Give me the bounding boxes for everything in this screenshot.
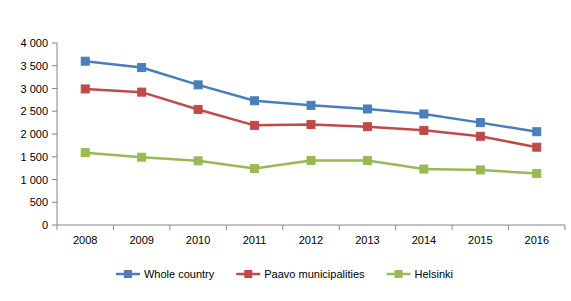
y-tick-label: 4 000 (20, 37, 48, 49)
marker (81, 85, 89, 93)
y-tick-label: 500 (30, 196, 48, 208)
marker (476, 166, 484, 174)
chart: 0 500 1 000 1 500 2 000 2 500 3 000 3 500 4 000 2… (0, 0, 571, 301)
marker (533, 170, 541, 178)
y-tick-label: 3 000 (20, 83, 48, 95)
x-tick-label: 2008 (73, 234, 97, 246)
chart-container: 0 500 1 000 1 500 2 000 2 500 3 000 3 500 4 000 2… (0, 0, 571, 301)
x-tick (395, 225, 396, 230)
series-line (85, 153, 537, 174)
marker (138, 88, 146, 96)
marker (194, 157, 202, 165)
x-tick-label: 2009 (129, 234, 153, 246)
x-tick-label: 2015 (468, 234, 492, 246)
y-tick-label: 0 (42, 219, 48, 231)
y-tick (52, 179, 57, 180)
marker (476, 119, 484, 127)
y-tick (52, 202, 57, 203)
marker (307, 101, 315, 109)
y-tick-label: 2 500 (20, 105, 48, 117)
x-axis (57, 225, 565, 226)
y-tick (52, 43, 57, 44)
series-line (85, 89, 537, 147)
marker (81, 57, 89, 65)
x-tick (565, 225, 566, 230)
marker (363, 105, 371, 113)
marker (251, 97, 259, 105)
marker (533, 143, 541, 151)
y-tick-label: 2 000 (20, 128, 48, 140)
plot-area (81, 57, 541, 177)
marker (251, 165, 259, 173)
marker (533, 128, 541, 136)
y-tick (52, 134, 57, 135)
marker (476, 132, 484, 140)
legend: Whole country Paavo municipalities Helsink… (116, 268, 453, 280)
y-tick (52, 156, 57, 157)
legend-marker (244, 270, 252, 278)
marker (420, 126, 428, 134)
marker (194, 105, 202, 113)
y-tick (52, 88, 57, 89)
x-tick-label: 2016 (525, 234, 549, 246)
marker (420, 165, 428, 173)
x-tick-label: 2011 (243, 234, 267, 246)
marker (363, 156, 371, 164)
x-tick-label: 2010 (186, 234, 210, 246)
x-tick (508, 225, 509, 230)
marker (363, 123, 371, 131)
marker (81, 149, 89, 157)
marker (307, 156, 315, 164)
marker (251, 121, 259, 129)
x-tick (282, 225, 283, 230)
x-tick (113, 225, 114, 230)
marker (194, 81, 202, 89)
x-tick-label: 2013 (355, 234, 379, 246)
y-tick-label: 1 500 (20, 151, 48, 163)
legend-label: Whole country (144, 268, 215, 280)
x-tick (226, 225, 227, 230)
y-tick-label: 3 500 (20, 60, 48, 72)
y-tick-label: 1 000 (20, 174, 48, 186)
x-tick-label: 2014 (412, 234, 436, 246)
marker (307, 120, 315, 128)
legend-label: Paavo municipalities (264, 268, 365, 280)
legend-marker (395, 270, 403, 278)
marker (138, 64, 146, 72)
x-tick (57, 225, 58, 230)
marker (420, 110, 428, 118)
y-tick (52, 65, 57, 66)
legend-label: Helsinki (415, 268, 454, 280)
x-tick (169, 225, 170, 230)
x-tick-label: 2012 (299, 234, 323, 246)
x-tick (339, 225, 340, 230)
y-tick (52, 111, 57, 112)
legend-marker (124, 270, 132, 278)
y-tick (52, 225, 57, 226)
marker (138, 153, 146, 161)
x-tick (452, 225, 453, 230)
